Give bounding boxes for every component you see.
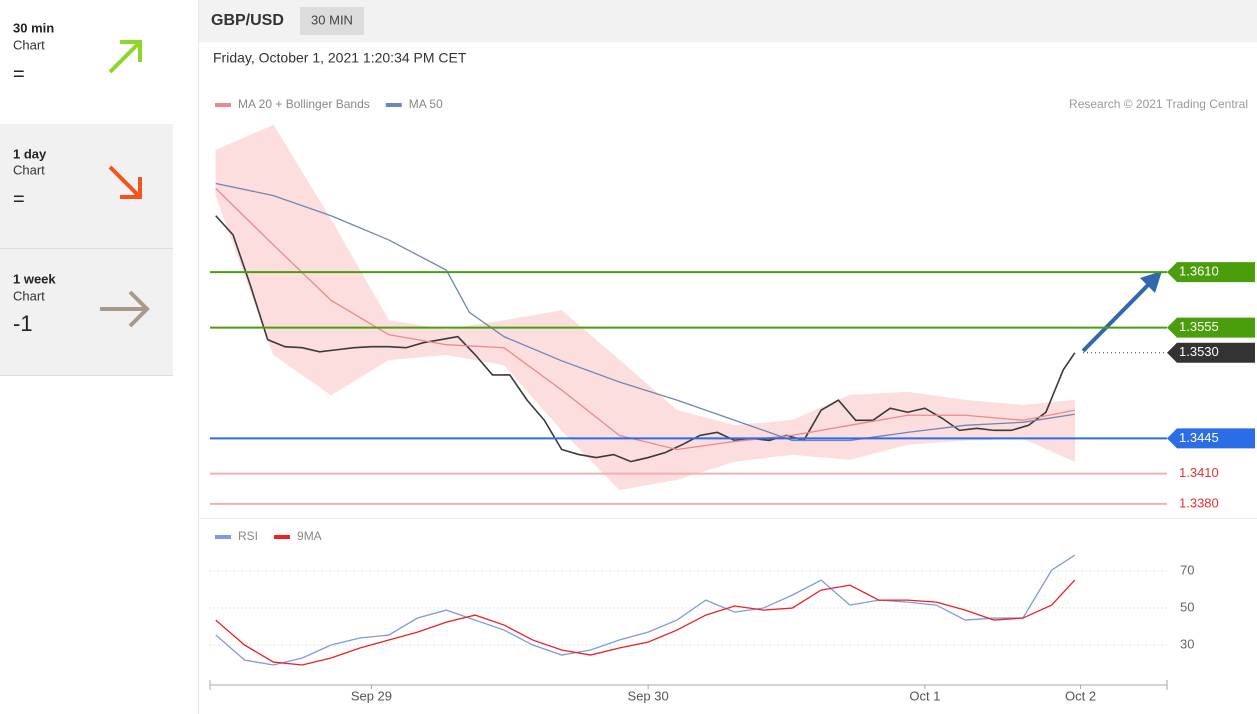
- series-line: [215, 579, 1076, 666]
- x-tick-label: Sep 30: [628, 688, 669, 703]
- y-tick-label: 70: [1180, 562, 1194, 577]
- series-line: [215, 182, 1075, 442]
- band-area: [849, 391, 908, 460]
- band-area: [1022, 399, 1076, 462]
- legend-swatch: [274, 535, 291, 539]
- sidebar-item[interactable]: 1 week Chart -1: [13, 271, 150, 336]
- header-bar: [199, 0, 1257, 42]
- forecast-arrow: [1081, 281, 1152, 353]
- item-value: =: [13, 188, 25, 210]
- level-label: 1.3530: [1179, 344, 1219, 359]
- forecast-arrowhead: [1140, 271, 1162, 293]
- legend-label: RSI: [238, 529, 258, 543]
- level-box: [1167, 342, 1255, 363]
- band-area: [619, 359, 678, 491]
- item-value: -1: [13, 311, 33, 336]
- interval: 30 MIN: [311, 12, 353, 27]
- series-line: [215, 554, 1076, 666]
- sidebar-bg: [0, 124, 173, 375]
- interval-box[interactable]: [300, 7, 364, 35]
- item-title: 1 day: [13, 146, 47, 161]
- level-box: [1167, 317, 1255, 338]
- item-title: 30 min: [13, 20, 54, 35]
- band-area: [561, 309, 620, 491]
- arrow-up: [108, 40, 142, 74]
- level-label: 1.3445: [1179, 430, 1219, 445]
- band-area: [907, 391, 966, 445]
- level-label: 1.3380: [1179, 495, 1219, 510]
- y-tick-label: 50: [1180, 599, 1194, 614]
- legend-label: 9MA: [297, 529, 322, 543]
- x-tick-label: Oct 1: [909, 688, 940, 703]
- item-sub: Chart: [13, 288, 45, 303]
- item-sub: Chart: [13, 162, 45, 177]
- level-box: [1167, 428, 1255, 449]
- arrow-down: [108, 165, 142, 199]
- level-label: 1.3410: [1179, 465, 1219, 480]
- series-line: [215, 188, 1075, 451]
- sidebar-item[interactable]: 30 min Chart =: [13, 20, 142, 85]
- level-label: 1.3555: [1179, 319, 1219, 334]
- item-title: 1 week: [13, 271, 56, 286]
- band-area: [273, 124, 332, 396]
- symbol: GBP/USD: [211, 12, 284, 29]
- band-area: [215, 124, 274, 355]
- item-sub: Chart: [13, 37, 45, 52]
- date: Friday, October 1, 2021 1:20:34 PM CET: [213, 50, 467, 66]
- item-value: =: [13, 63, 25, 85]
- band-area: [964, 399, 1024, 441]
- legend-swatch: [215, 535, 231, 539]
- legend-swatch: [385, 103, 402, 107]
- legend-swatch: [215, 103, 231, 107]
- x-tick-label: Sep 29: [351, 688, 392, 703]
- legend-label: MA 50: [409, 97, 443, 111]
- y-tick-label: 30: [1180, 636, 1194, 651]
- source: Research © 2021 Trading Central: [1069, 97, 1248, 111]
- level-box: [1167, 262, 1255, 283]
- legend-label: MA 20 + Bollinger Bands: [238, 97, 370, 111]
- sidebar-item[interactable]: 1 day Chart =: [13, 146, 142, 210]
- band-area: [330, 218, 389, 396]
- level-label: 1.3610: [1179, 264, 1219, 279]
- arrow-right: [100, 290, 150, 328]
- x-tick-label: Oct 2: [1065, 688, 1096, 703]
